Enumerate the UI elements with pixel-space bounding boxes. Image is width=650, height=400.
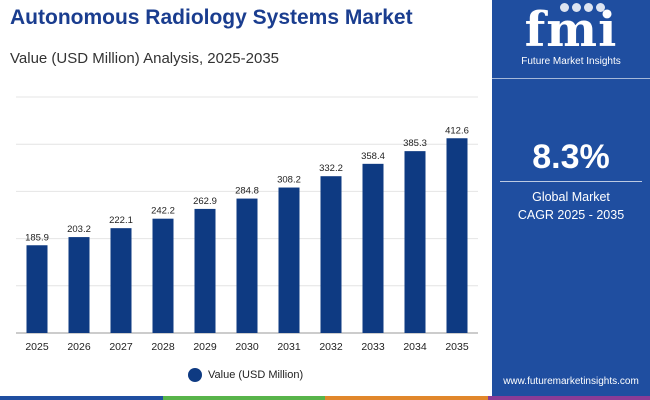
bar-2026 <box>68 237 90 333</box>
fmi-logo: fmi Future Market Insights <box>492 0 650 72</box>
website-link[interactable]: www.futuremarketinsights.com <box>503 376 639 387</box>
x-tick-label-2031: 2031 <box>277 341 301 353</box>
chart-subtitle: Value (USD Million) Analysis, 2025-2035 <box>10 50 280 67</box>
data-label-2033: 358.4 <box>361 151 385 162</box>
logo-icon-row <box>560 3 605 12</box>
x-tick-label-2033: 2033 <box>361 341 385 353</box>
legend: Value (USD Million) <box>188 368 303 382</box>
sidebar-panel: fmi Future Market Insights 8.3% Global M… <box>492 0 650 400</box>
logo-dot-icon <box>584 3 593 12</box>
stripe-segment <box>0 396 163 400</box>
bar-2029 <box>194 208 216 333</box>
bar-2030 <box>236 198 258 333</box>
bar-2033 <box>362 163 384 333</box>
cagr-label-line2: CAGR 2025 - 2035 <box>517 208 625 222</box>
data-label-2030: 284.8 <box>235 186 259 197</box>
bar-2027 <box>110 228 132 333</box>
bar-2035 <box>446 138 468 333</box>
data-label-2031: 308.2 <box>277 175 301 186</box>
bar-2031 <box>278 187 300 333</box>
cagr-value: 8.3% <box>532 138 610 176</box>
cagr-label: Global Market CAGR 2025 - 2035 <box>492 188 650 224</box>
bottom-color-stripe <box>0 396 650 400</box>
bar-chart: 185.9 2025 203.2 2026 222.1 2027 242.2 2028 262.… <box>16 96 478 353</box>
x-tick-label-2029: 2029 <box>193 341 217 353</box>
chart-title: Autonomous Radiology Systems Market <box>10 6 413 29</box>
data-label-2034: 385.3 <box>403 138 427 149</box>
data-label-2032: 332.2 <box>319 163 343 174</box>
logo-dot-icon <box>560 3 569 12</box>
x-tick-label-2028: 2028 <box>151 341 175 353</box>
logo-subtitle: Future Market Insights <box>521 56 621 67</box>
bar-2034 <box>404 151 426 333</box>
data-label-2026: 203.2 <box>67 224 91 235</box>
stripe-segment <box>162 396 325 400</box>
logo-wordmark: fmi <box>524 2 618 58</box>
data-label-2028: 242.2 <box>151 206 175 217</box>
legend-swatch <box>188 368 202 382</box>
data-label-2027: 222.1 <box>109 215 133 226</box>
x-tick-label-2030: 2030 <box>235 341 259 353</box>
data-label-2025: 185.9 <box>25 232 49 243</box>
x-tick-label-2035: 2035 <box>445 341 469 353</box>
cagr-label-line1: Global Market <box>532 190 610 204</box>
data-label-2035: 412.6 <box>445 125 469 136</box>
data-label-2029: 262.9 <box>193 196 217 207</box>
x-tick-label-2025: 2025 <box>25 341 49 353</box>
cagr-divider <box>500 181 642 182</box>
logo-dot-icon <box>596 3 605 12</box>
legend-label: Value (USD Million) <box>208 369 304 381</box>
bar-2025 <box>26 245 48 333</box>
x-tick-label-2034: 2034 <box>403 341 427 353</box>
stripe-segment <box>325 396 488 400</box>
x-tick-label-2032: 2032 <box>319 341 343 353</box>
bar-2028 <box>152 218 174 333</box>
logo-divider <box>492 78 650 79</box>
stripe-segment <box>487 396 650 400</box>
bar-2032 <box>320 176 342 333</box>
x-tick-label-2026: 2026 <box>67 341 91 353</box>
x-tick-label-2027: 2027 <box>109 341 133 353</box>
logo-dot-icon <box>572 3 581 12</box>
